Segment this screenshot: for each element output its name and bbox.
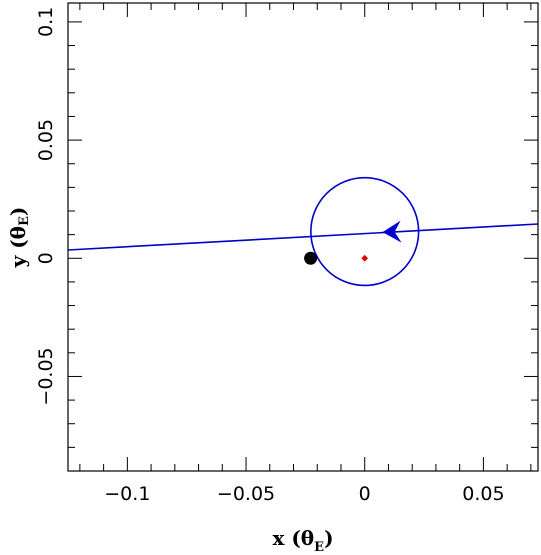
x-axis-label-sub: E xyxy=(314,540,324,555)
major-ticks xyxy=(68,3,538,471)
minor-ticks xyxy=(68,3,538,472)
source-circle xyxy=(310,176,420,287)
x-axis-label: x (θE) xyxy=(272,526,333,555)
x-axis-label-main: x (θ xyxy=(272,526,314,550)
y-tick-label: −0.05 xyxy=(35,347,57,405)
direction-arrow xyxy=(382,220,402,243)
x-tick-label: −0.1 xyxy=(104,483,150,505)
x-axis-label-close: ) xyxy=(324,526,333,550)
lens-point xyxy=(304,251,318,265)
source-trajectory-line xyxy=(67,223,539,251)
caustic xyxy=(361,254,369,262)
x-tick-label: −0.05 xyxy=(217,483,275,505)
x-tick-label: 0.05 xyxy=(462,483,504,505)
y-tick-label: 0 xyxy=(35,252,57,264)
y-axis-label-close: ) xyxy=(6,207,30,216)
x-tick-labels: −0.1 −0.05 0 0.05 xyxy=(104,483,504,505)
y-axis-label: y (θE) xyxy=(6,207,32,269)
plot-frame xyxy=(67,2,539,472)
y-axis-label-sub: E xyxy=(17,216,32,226)
y-tick-label: 0.05 xyxy=(35,119,57,161)
y-tick-label: 0.1 xyxy=(35,7,57,37)
y-axis-label-main: y (θ xyxy=(6,226,30,268)
y-tick-labels: −0.05 0 0.05 0.1 xyxy=(35,7,57,406)
x-tick-label: 0 xyxy=(359,483,371,505)
